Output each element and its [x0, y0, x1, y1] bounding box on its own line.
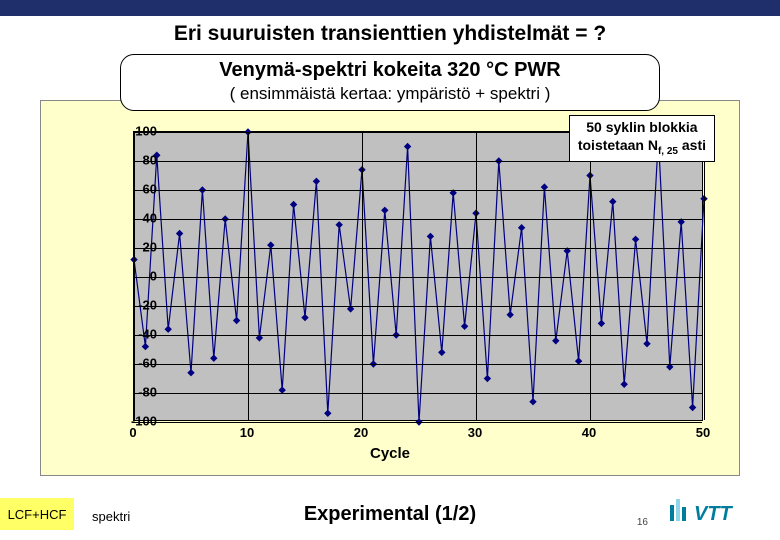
subtitle-main: Venymä-spektri kokeita 320 °C PWR	[129, 59, 651, 82]
grid-line-v	[590, 132, 591, 420]
y-tick-label: -40	[107, 327, 157, 342]
series-marker	[211, 355, 217, 361]
y-tick-label: -60	[107, 356, 157, 371]
grid-line-v	[362, 132, 363, 420]
x-axis-label: Cycle	[41, 445, 739, 462]
grid-line-h	[134, 364, 702, 365]
y-tick-label: 100	[107, 124, 157, 139]
subtitle-sub: ( ensimmäistä kertaa: ympäristö + spektr…	[129, 84, 651, 104]
annotation-box: 50 syklin blokkia toistetaan Nf, 25 asti	[569, 115, 715, 162]
series-marker	[313, 178, 319, 184]
x-tick-label: 20	[354, 425, 368, 440]
series-marker	[382, 207, 388, 213]
series-marker	[621, 381, 627, 387]
x-tick-label: 0	[129, 425, 136, 440]
page-title: Eri suuruisten transienttien yhdistelmät…	[0, 22, 780, 46]
series-marker	[405, 144, 411, 150]
y-tick-label: 40	[107, 211, 157, 226]
series-marker	[644, 341, 650, 347]
series-marker	[690, 405, 696, 411]
series-marker	[165, 326, 171, 332]
series-marker	[336, 222, 342, 228]
series-marker	[519, 225, 525, 231]
series-marker	[291, 202, 297, 208]
logo-text: VTT	[694, 503, 734, 525]
x-tick-label: 50	[696, 425, 710, 440]
series-marker	[439, 349, 445, 355]
series-marker	[177, 231, 183, 237]
grid-line-h	[134, 219, 702, 220]
y-tick-label: -20	[107, 298, 157, 313]
y-tick-label: 0	[107, 269, 157, 284]
annotation-line2: toistetaan Nf, 25 asti	[578, 137, 706, 158]
plot-area	[133, 131, 703, 421]
series-marker	[530, 399, 536, 405]
series-marker	[302, 315, 308, 321]
series-marker	[188, 370, 194, 376]
series-marker	[325, 410, 331, 416]
y-tick-label: -80	[107, 385, 157, 400]
vtt-logo: VTT	[670, 493, 762, 532]
annotation-line1: 50 syklin blokkia	[578, 119, 706, 137]
series-marker	[633, 236, 639, 242]
grid-line-v	[476, 132, 477, 420]
series-marker	[553, 338, 559, 344]
grid-line-v	[704, 132, 705, 420]
series-marker	[427, 233, 433, 239]
grid-line-h	[134, 306, 702, 307]
x-tick-label: 10	[240, 425, 254, 440]
series-marker	[610, 199, 616, 205]
experimental-title: Experimental (1/2)	[0, 503, 780, 526]
grid-line-h	[134, 248, 702, 249]
series-marker	[234, 318, 240, 324]
grid-line-h	[134, 335, 702, 336]
grid-line-v	[248, 132, 249, 420]
chart-container: Normalised amplitude (%) Cycle 50 syklin…	[40, 100, 740, 476]
series-marker	[598, 320, 604, 326]
grid-line-h	[134, 277, 702, 278]
grid-line-h	[134, 393, 702, 394]
series-marker	[462, 323, 468, 329]
series-marker	[507, 312, 513, 318]
subtitle-box: Venymä-spektri kokeita 320 °C PWR ( ensi…	[120, 54, 660, 111]
y-tick-label: 80	[107, 153, 157, 168]
x-tick-label: 40	[582, 425, 596, 440]
slide-page: Eri suuruisten transienttien yhdistelmät…	[0, 0, 780, 540]
y-tick-label: 20	[107, 240, 157, 255]
series-marker	[142, 344, 148, 350]
x-tick-label: 30	[468, 425, 482, 440]
y-tick-label: 60	[107, 182, 157, 197]
chart-series	[134, 132, 702, 420]
grid-line-h	[134, 190, 702, 191]
page-number: 16	[637, 517, 648, 528]
header-bar	[0, 0, 780, 16]
series-marker	[484, 376, 490, 382]
grid-line-h	[134, 422, 702, 423]
footer: LCF+HCF spektri Experimental (1/2) 16 VT…	[0, 492, 780, 540]
